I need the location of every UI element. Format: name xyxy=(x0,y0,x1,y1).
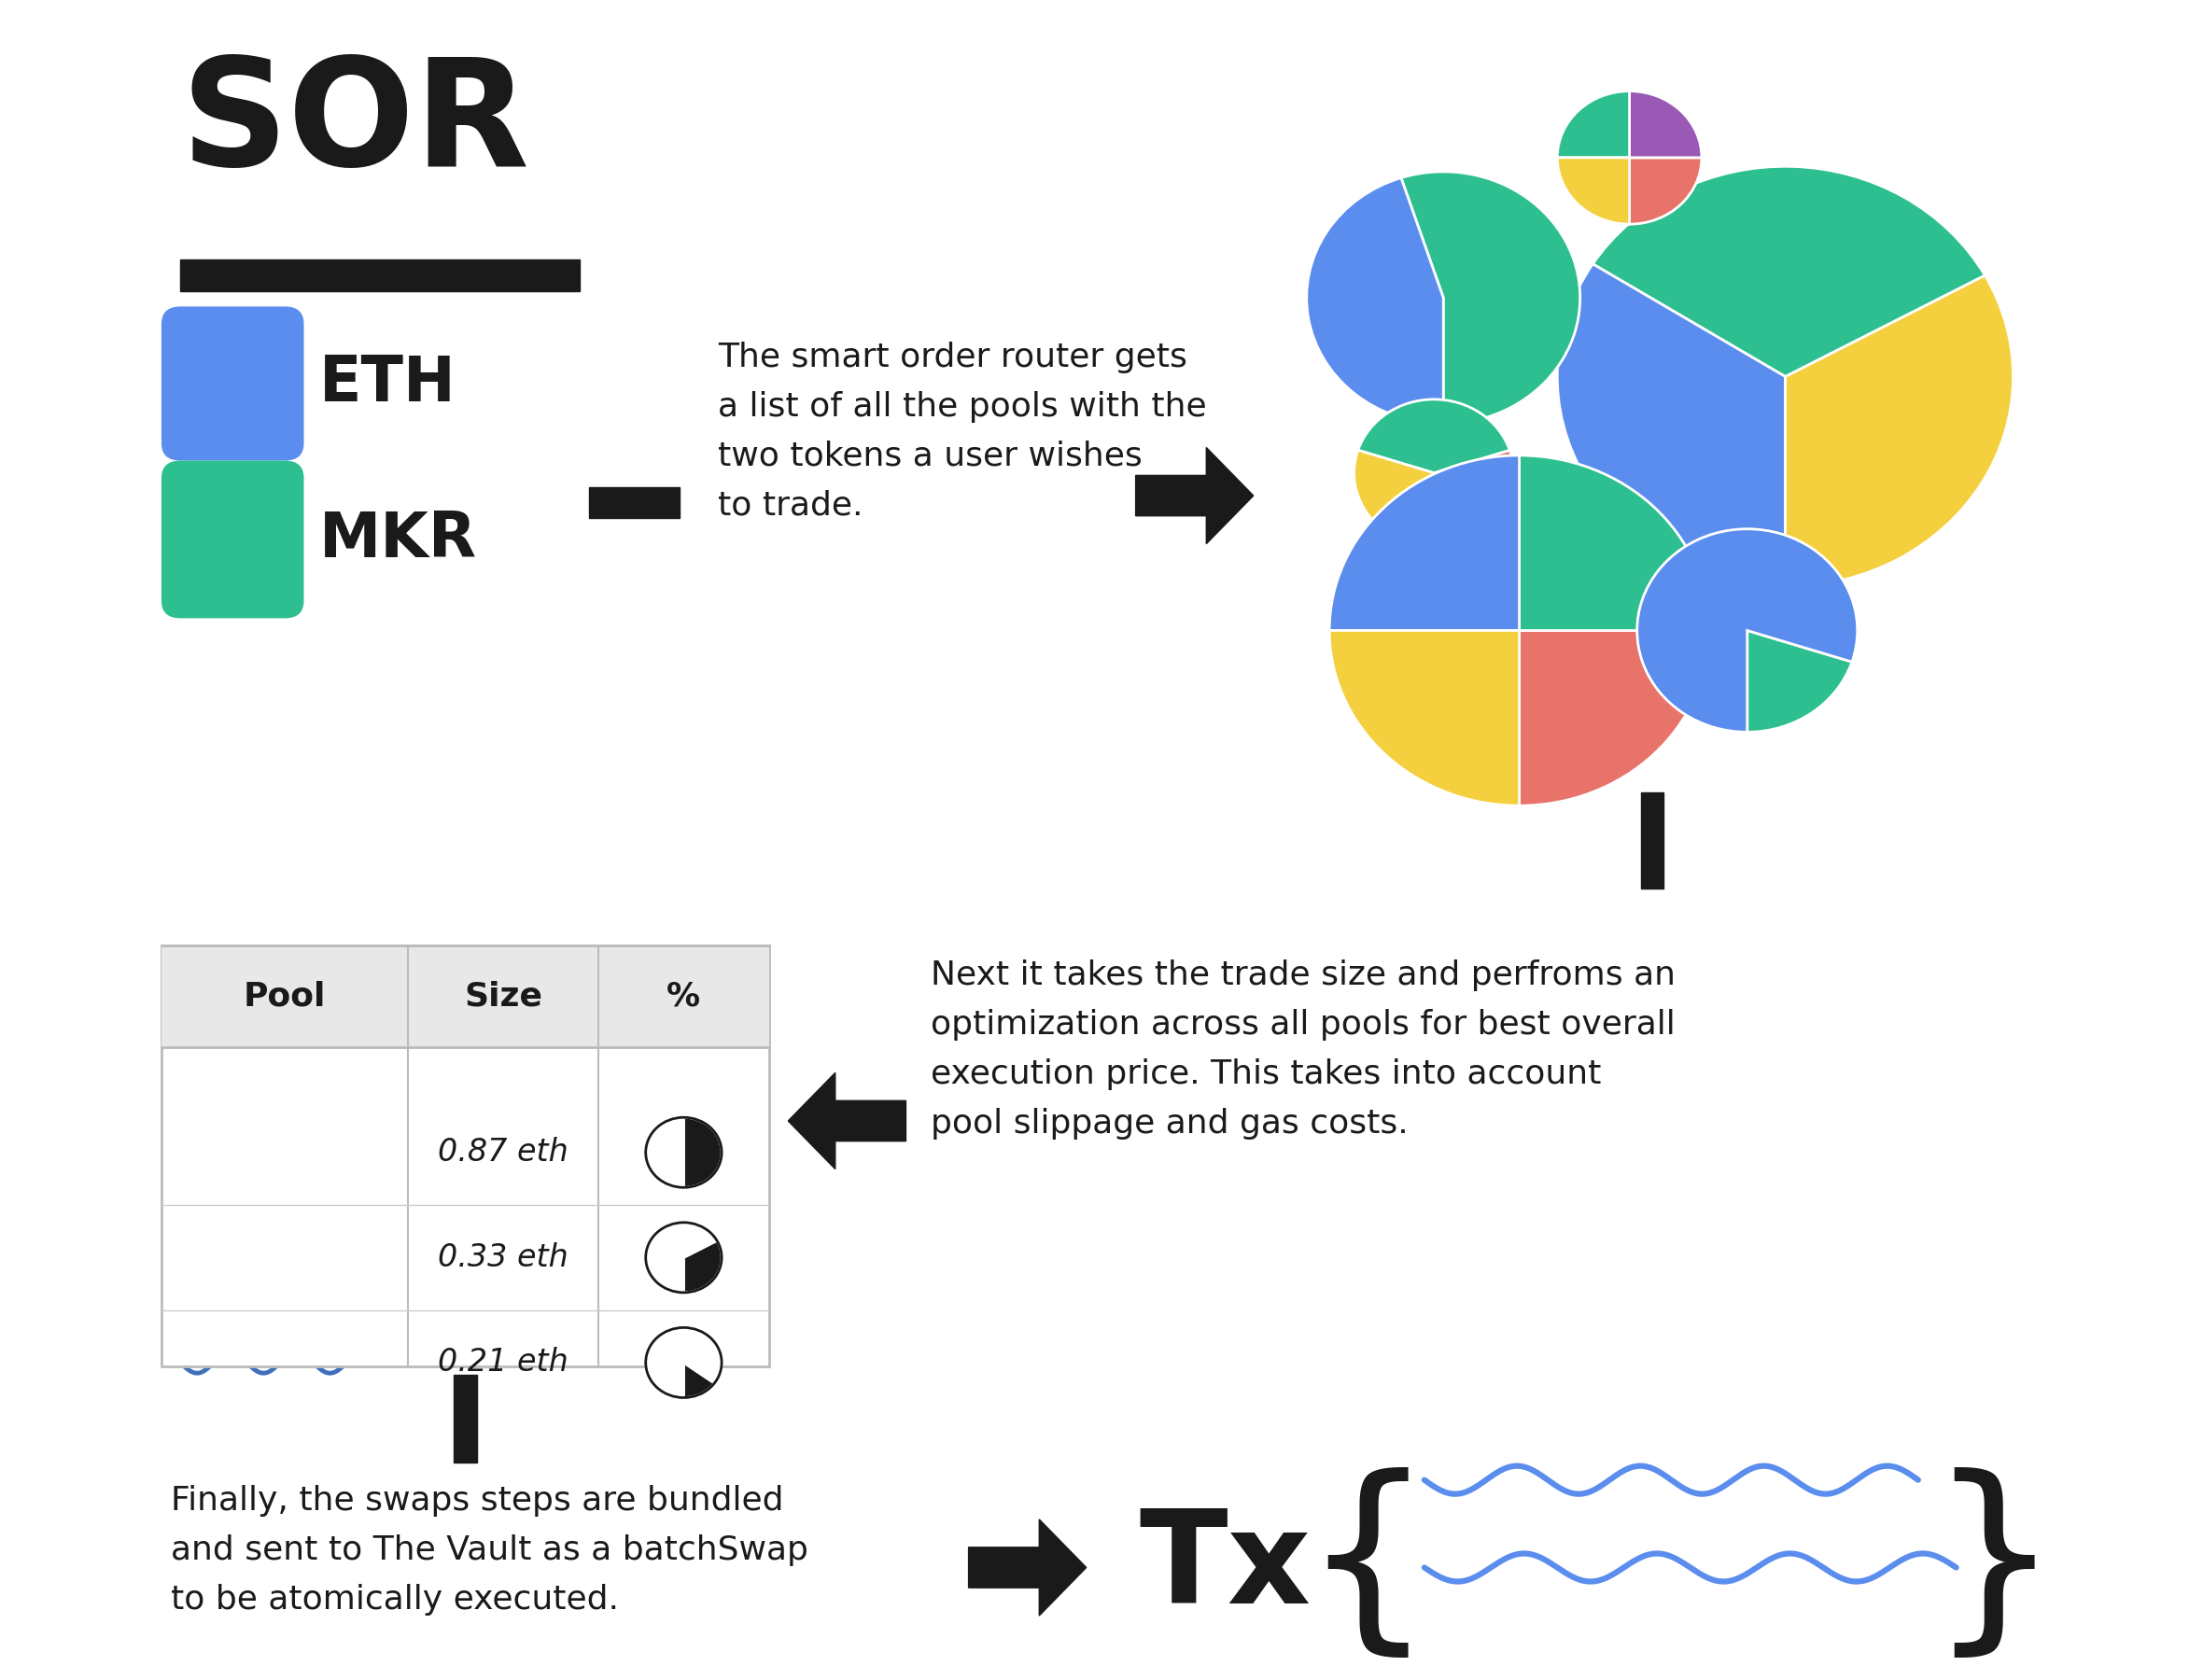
Text: {: { xyxy=(1302,1468,1434,1667)
Wedge shape xyxy=(1558,91,1630,158)
Polygon shape xyxy=(789,1074,905,1169)
Wedge shape xyxy=(645,1117,683,1188)
Wedge shape xyxy=(1630,91,1701,158)
Wedge shape xyxy=(1520,630,1710,806)
Text: Pool: Pool xyxy=(245,981,326,1013)
Text: Next it takes the trade size and perfroms an
optimization across all pools for b: Next it takes the trade size and perfrom… xyxy=(930,959,1676,1139)
Text: MKR: MKR xyxy=(319,509,476,570)
Wedge shape xyxy=(1558,264,1784,586)
FancyBboxPatch shape xyxy=(161,306,304,460)
Bar xyxy=(588,487,681,519)
Wedge shape xyxy=(683,1117,723,1188)
Wedge shape xyxy=(1630,158,1701,223)
Bar xyxy=(1641,793,1663,889)
Text: Tx: Tx xyxy=(1139,1505,1311,1631)
Text: ETH: ETH xyxy=(319,353,456,415)
Wedge shape xyxy=(1434,450,1513,546)
Text: Size: Size xyxy=(465,981,542,1013)
Text: 0.87 eth: 0.87 eth xyxy=(438,1137,568,1168)
Wedge shape xyxy=(1593,166,1985,376)
Wedge shape xyxy=(1355,450,1434,546)
FancyBboxPatch shape xyxy=(161,946,769,1366)
Bar xyxy=(181,259,579,291)
Wedge shape xyxy=(683,1240,723,1292)
Wedge shape xyxy=(1637,529,1857,732)
Text: 0.33 eth: 0.33 eth xyxy=(438,1242,568,1273)
Wedge shape xyxy=(1520,455,1710,630)
Wedge shape xyxy=(1306,178,1443,423)
Text: Finally, the swaps steps are bundled
and sent to The Vault as a batchSwap
to be : Finally, the swaps steps are bundled and… xyxy=(172,1485,809,1616)
Text: The smart order router gets
a list of all the pools with the
two tokens a user w: The smart order router gets a list of al… xyxy=(718,341,1207,521)
FancyBboxPatch shape xyxy=(161,460,304,618)
Wedge shape xyxy=(683,1362,714,1398)
Wedge shape xyxy=(645,1223,716,1292)
Text: SOR: SOR xyxy=(181,52,529,197)
Text: %: % xyxy=(668,981,701,1013)
Wedge shape xyxy=(1328,630,1520,806)
Text: 0.21 eth: 0.21 eth xyxy=(438,1347,568,1378)
Polygon shape xyxy=(969,1519,1086,1616)
Wedge shape xyxy=(1328,455,1520,630)
Polygon shape xyxy=(1137,447,1254,544)
Wedge shape xyxy=(1558,158,1630,223)
Bar xyxy=(454,1374,476,1462)
Wedge shape xyxy=(645,1327,723,1398)
Wedge shape xyxy=(1401,171,1580,423)
Wedge shape xyxy=(1784,276,2014,586)
Wedge shape xyxy=(1747,630,1853,732)
Bar xyxy=(161,946,769,1047)
Text: }: } xyxy=(1928,1468,2060,1667)
Wedge shape xyxy=(1357,400,1509,472)
